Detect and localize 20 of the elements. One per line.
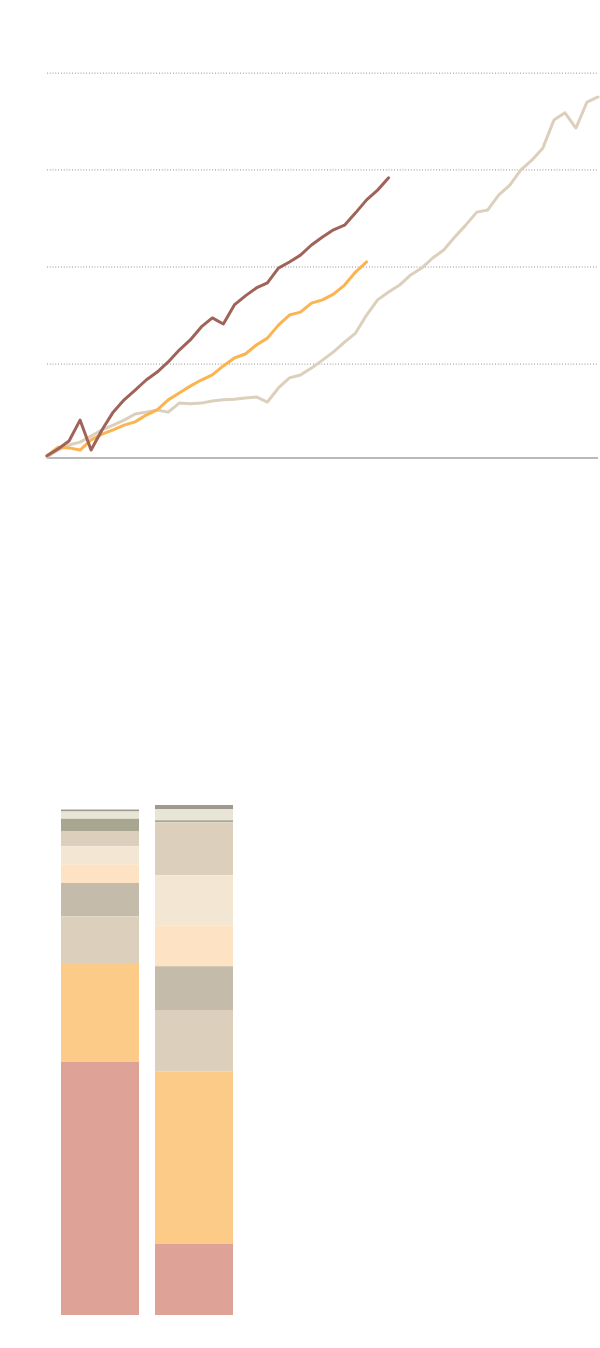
bar [155, 804, 233, 810]
bar [155, 966, 233, 1011]
bar [155, 809, 233, 821]
bar [155, 1071, 233, 1245]
bar [155, 925, 233, 967]
bar [155, 822, 233, 876]
bar [61, 916, 139, 964]
bar [155, 1244, 233, 1315]
bar [61, 809, 139, 812]
bar [61, 818, 139, 832]
bar [61, 846, 139, 865]
bar [155, 1010, 233, 1072]
bar [155, 820, 233, 823]
bar [155, 875, 233, 926]
bar [61, 811, 139, 819]
bar [61, 864, 139, 884]
bar [61, 963, 139, 1063]
bar [61, 1062, 139, 1315]
bar [61, 883, 139, 917]
bar [61, 831, 139, 847]
